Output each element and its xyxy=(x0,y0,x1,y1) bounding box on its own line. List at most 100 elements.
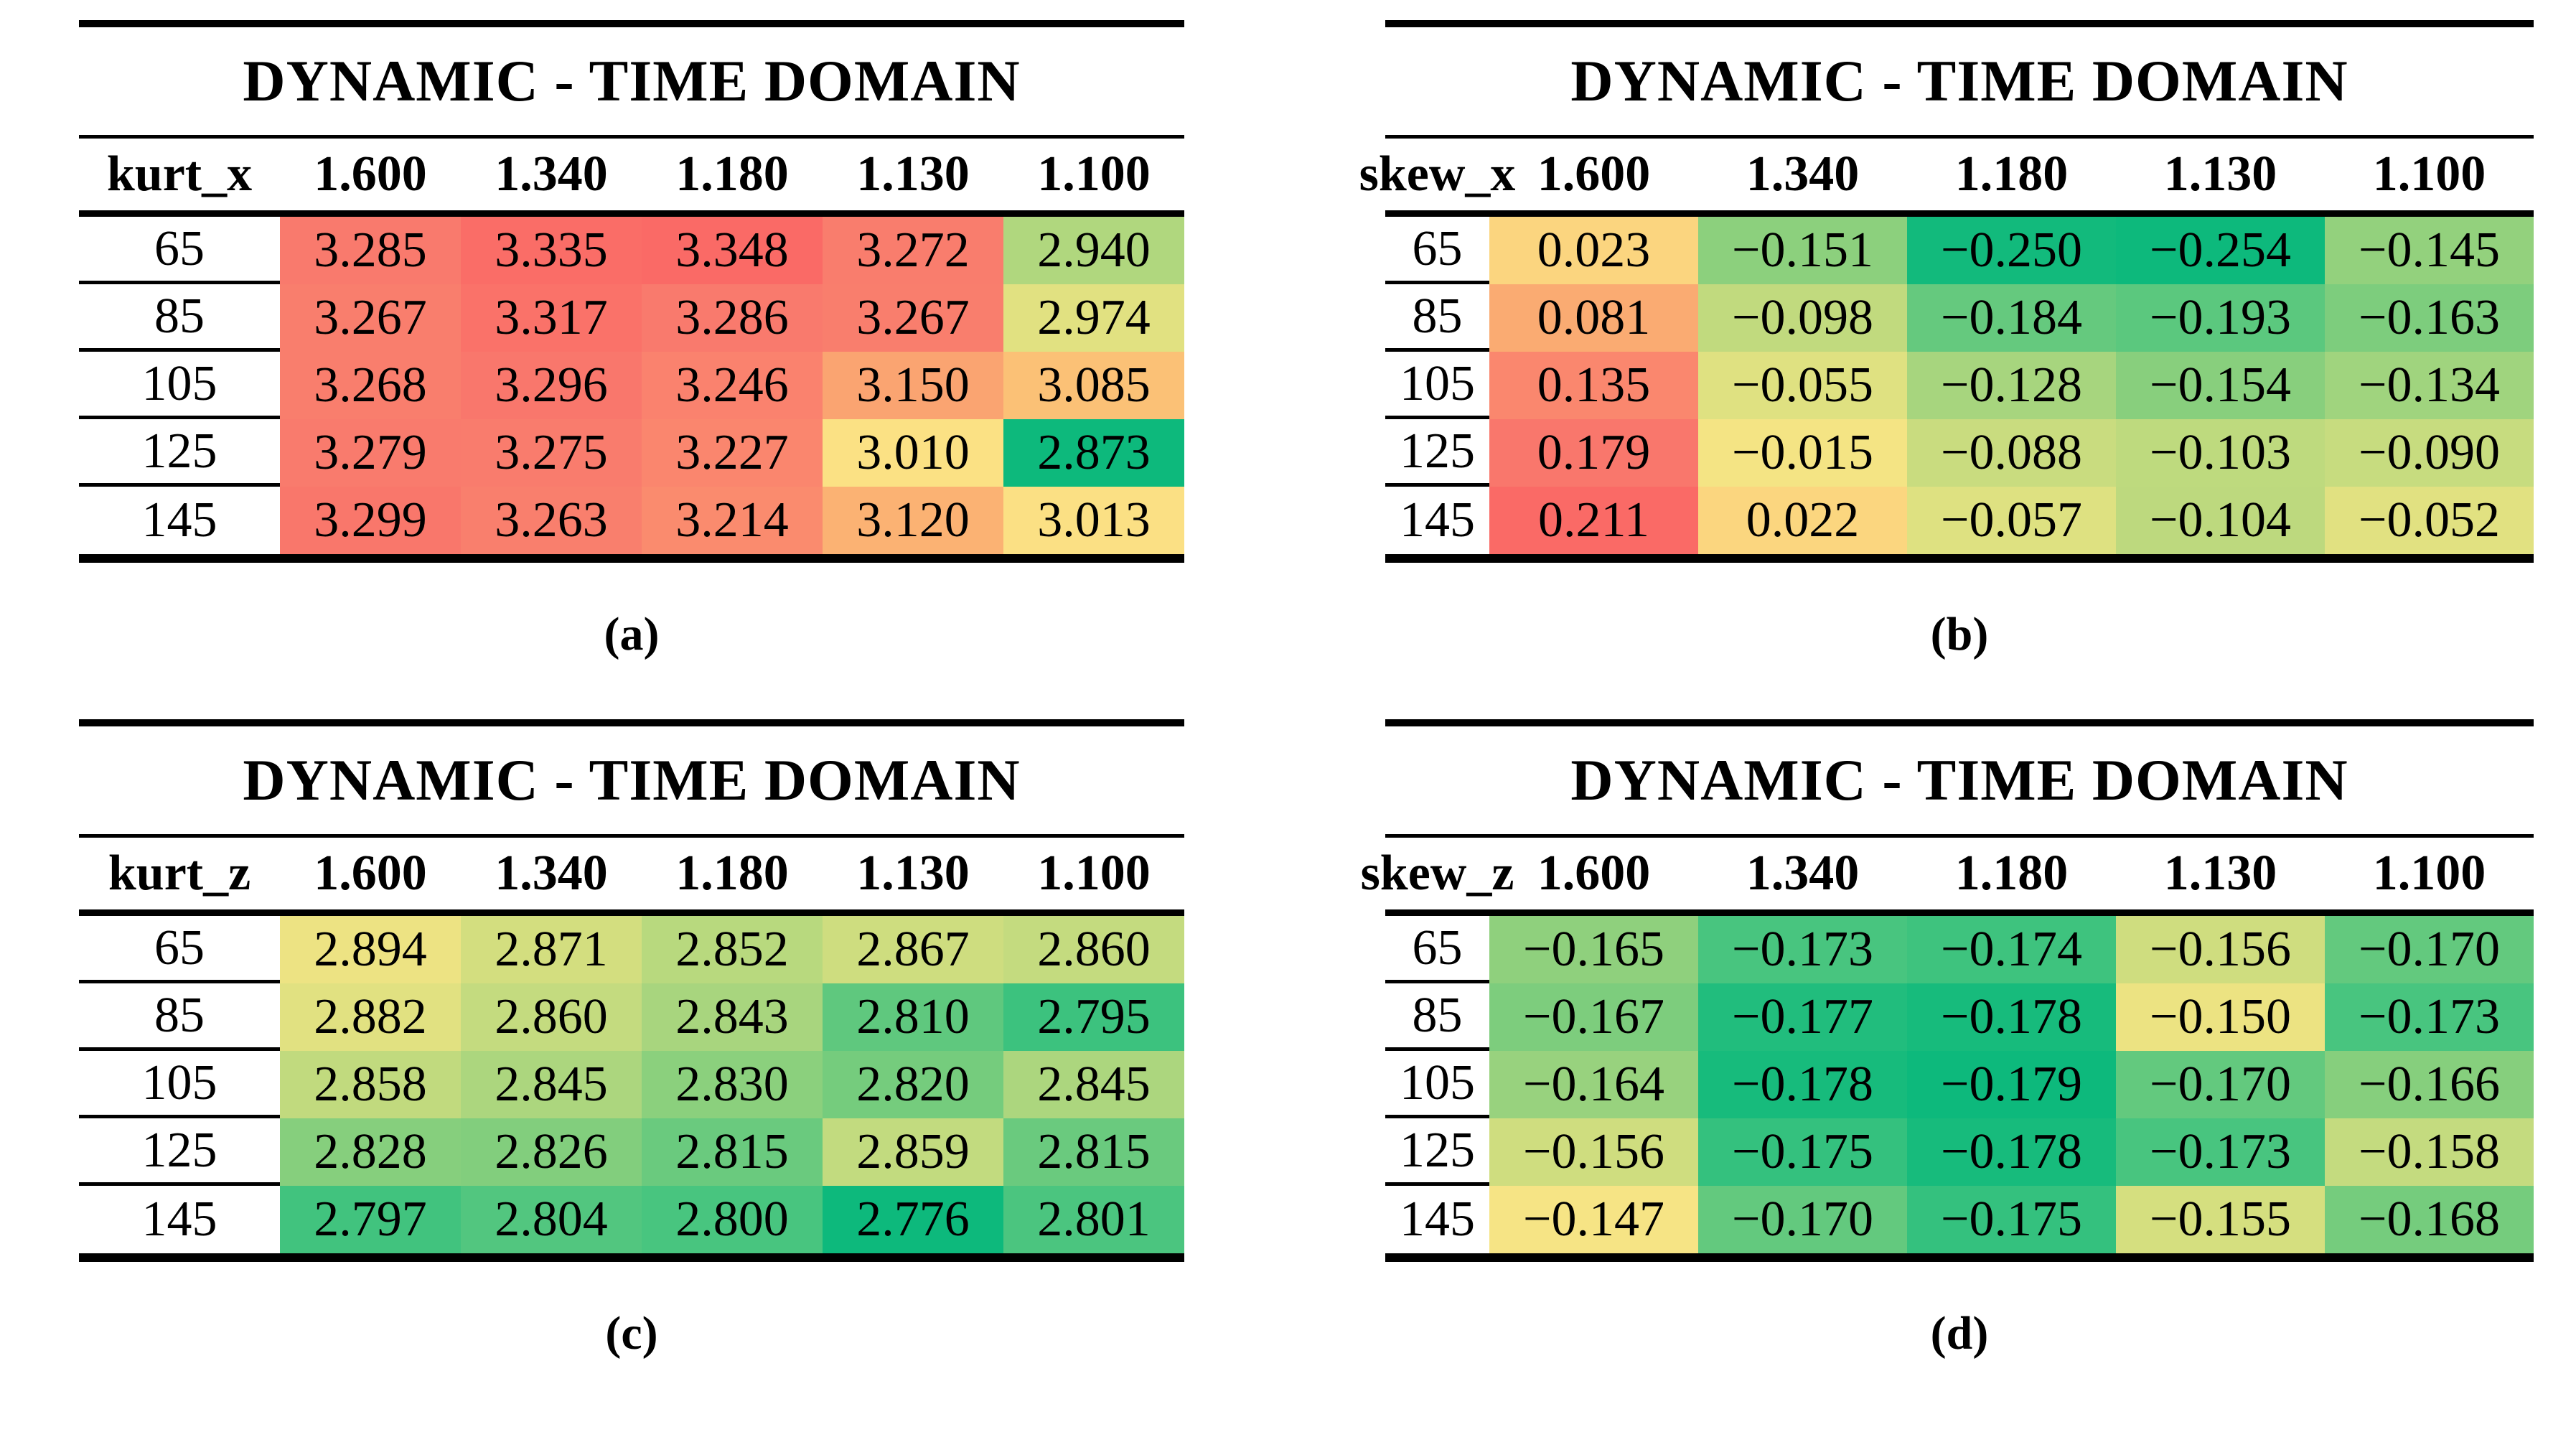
heatmap-cell: 2.797 xyxy=(280,1186,461,1253)
table-title: DYNAMIC - TIME DOMAIN xyxy=(79,27,1184,139)
heatmap-cell: −0.173 xyxy=(1698,916,1907,983)
column-header: 1.340 xyxy=(461,838,642,916)
table-title: DYNAMIC - TIME DOMAIN xyxy=(1385,726,2534,838)
heatmap-cell: 3.279 xyxy=(280,419,461,487)
heatmap-cell: 3.085 xyxy=(1003,352,1184,419)
heatmap-cell: 0.211 xyxy=(1489,487,1698,554)
heatmap-cell: −0.250 xyxy=(1907,217,2116,284)
heatmap-cell: 2.873 xyxy=(1003,419,1184,487)
heatmap-cell: −0.158 xyxy=(2325,1118,2534,1186)
heatmap-cell: −0.173 xyxy=(2325,983,2534,1051)
heatmap-cell: 2.940 xyxy=(1003,217,1184,284)
heatmap-table: DYNAMIC - TIME DOMAIN skew_z 1.600 1.340 1.1… xyxy=(1361,719,2534,1262)
row-label: 125 xyxy=(79,419,280,487)
row-label: 65 xyxy=(1385,217,1489,284)
column-header: 1.130 xyxy=(823,838,1003,916)
heatmap-cell: 3.227 xyxy=(642,419,823,487)
heatmap-cell: −0.052 xyxy=(2325,487,2534,554)
heatmap-cell: 2.867 xyxy=(823,916,1003,983)
heatmap-cell: −0.145 xyxy=(2325,217,2534,284)
table-title: DYNAMIC - TIME DOMAIN xyxy=(1385,27,2534,139)
row-label: 125 xyxy=(1385,419,1489,487)
heatmap-cell: 2.776 xyxy=(823,1186,1003,1253)
heatmap-cell: −0.103 xyxy=(2116,419,2325,487)
panel-a: DYNAMIC - TIME DOMAIN kurt_x 1.600 1.340 1.1… xyxy=(79,20,1184,662)
heatmap-cell: −0.175 xyxy=(1698,1118,1907,1186)
heatmap-cell: 2.845 xyxy=(461,1051,642,1118)
subfigure-caption: (c) xyxy=(605,1307,658,1360)
row-label: 105 xyxy=(1385,1051,1489,1118)
heatmap-cell: 3.286 xyxy=(642,284,823,352)
heatmap-cell: −0.134 xyxy=(2325,352,2534,419)
row-label: 85 xyxy=(79,284,280,352)
heatmap-cell: 3.335 xyxy=(461,217,642,284)
row-label: 85 xyxy=(1385,983,1489,1051)
column-header: 1.340 xyxy=(1698,838,1907,916)
heatmap-cell: −0.156 xyxy=(2116,916,2325,983)
heatmap-cell: 0.022 xyxy=(1698,487,1907,554)
heatmap-cell: −0.098 xyxy=(1698,284,1907,352)
heatmap-cell: 0.179 xyxy=(1489,419,1698,487)
heatmap-cell: −0.088 xyxy=(1907,419,2116,487)
heatmap-cell: −0.165 xyxy=(1489,916,1698,983)
heatmap-cell: 2.801 xyxy=(1003,1186,1184,1253)
heatmap-cell: 3.246 xyxy=(642,352,823,419)
column-header: 1.130 xyxy=(2116,139,2325,217)
subfigure-caption: (a) xyxy=(604,608,660,660)
heatmap-cell: 3.120 xyxy=(823,487,1003,554)
heatmap-cell: 3.214 xyxy=(642,487,823,554)
heatmap-cell: −0.055 xyxy=(1698,352,1907,419)
heatmap-cell: 3.317 xyxy=(461,284,642,352)
subfigure-caption: (b) xyxy=(1930,608,1989,660)
corner-variable-label: kurt_z xyxy=(79,838,280,916)
panel-c: DYNAMIC - TIME DOMAIN kurt_z 1.600 1.340 1.1… xyxy=(79,719,1184,1361)
heatmap-cell: 2.810 xyxy=(823,983,1003,1051)
heatmap-cell: 2.894 xyxy=(280,916,461,983)
heatmap-cell: −0.167 xyxy=(1489,983,1698,1051)
heatmap-cell: −0.175 xyxy=(1907,1186,2116,1253)
heatmap-cell: −0.173 xyxy=(2116,1118,2325,1186)
heatmap-cell: −0.164 xyxy=(1489,1051,1698,1118)
heatmap-table: DYNAMIC - TIME DOMAIN kurt_z 1.600 1.340 1.1… xyxy=(79,719,1184,1262)
row-label: 125 xyxy=(79,1118,280,1186)
subfigure-caption: (d) xyxy=(1930,1307,1989,1360)
heatmap-cell: 3.285 xyxy=(280,217,461,284)
heatmap-cell: −0.155 xyxy=(2116,1186,2325,1253)
column-header: 1.340 xyxy=(461,139,642,217)
heatmap-cell: −0.193 xyxy=(2116,284,2325,352)
column-header: 1.180 xyxy=(642,838,823,916)
column-header: 1.100 xyxy=(1003,139,1184,217)
column-header: 1.130 xyxy=(823,139,1003,217)
heatmap-cell: 2.859 xyxy=(823,1118,1003,1186)
column-header: 1.600 xyxy=(1489,139,1698,217)
heatmap-cell: −0.170 xyxy=(2116,1051,2325,1118)
heatmap-cell: 3.263 xyxy=(461,487,642,554)
corner-variable-label: kurt_x xyxy=(79,139,280,217)
heatmap-cell: 0.135 xyxy=(1489,352,1698,419)
heatmap-cell: −0.150 xyxy=(2116,983,2325,1051)
corner-variable-label: skew_x xyxy=(1359,139,1515,217)
column-header: 1.130 xyxy=(2116,838,2325,916)
heatmap-cell: −0.168 xyxy=(2325,1186,2534,1253)
heatmap-cell: 2.871 xyxy=(461,916,642,983)
row-label: 65 xyxy=(79,217,280,284)
column-header: 1.180 xyxy=(1907,838,2116,916)
heatmap-table: DYNAMIC - TIME DOMAIN skew_x 1.600 1.340 1.1… xyxy=(1359,20,2534,563)
column-header: 1.100 xyxy=(2325,838,2534,916)
row-label: 85 xyxy=(79,983,280,1051)
row-label: 125 xyxy=(1385,1118,1489,1186)
heatmap-cell: 3.275 xyxy=(461,419,642,487)
row-label: 105 xyxy=(79,352,280,419)
heatmap-cell: −0.170 xyxy=(1698,1186,1907,1253)
corner-variable-label: skew_z xyxy=(1361,838,1514,916)
row-label: 105 xyxy=(1385,352,1489,419)
heatmap-cell: −0.254 xyxy=(2116,217,2325,284)
heatmap-cell: 2.843 xyxy=(642,983,823,1051)
heatmap-cell: 2.828 xyxy=(280,1118,461,1186)
heatmap-cell: −0.151 xyxy=(1698,217,1907,284)
column-header: 1.600 xyxy=(280,139,461,217)
heatmap-cell: −0.170 xyxy=(2325,916,2534,983)
heatmap-cell: 0.081 xyxy=(1489,284,1698,352)
heatmap-cell: 3.299 xyxy=(280,487,461,554)
heatmap-cell: 2.815 xyxy=(642,1118,823,1186)
